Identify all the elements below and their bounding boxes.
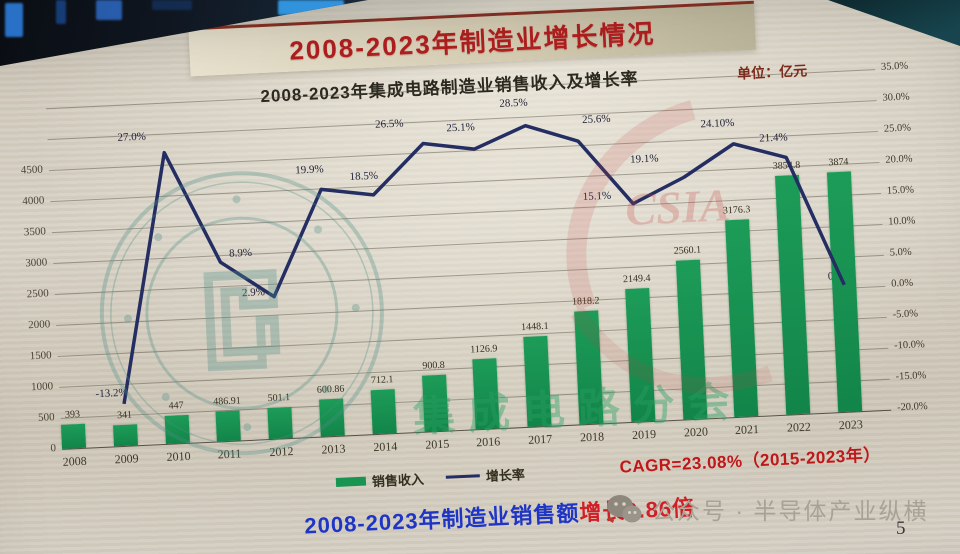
left-axis-tick: 4500 <box>20 163 44 177</box>
screen-glint-icon <box>5 3 23 37</box>
right-axis-tick: 30.0% <box>882 91 910 104</box>
bar-value-2016: 1126.9 <box>470 343 498 356</box>
left-axis-tick: 4000 <box>22 194 45 208</box>
bottom-note-red: 增长9.86倍 <box>578 495 696 526</box>
right-axis-tick: -10.0% <box>893 339 926 352</box>
legend-label-growth: 增长率 <box>485 467 526 484</box>
left-axis-tick: 2000 <box>27 318 51 332</box>
x-tick-2023: 2023 <box>838 417 864 433</box>
right-axis-tick: 15.0% <box>886 184 915 197</box>
growth-label-2010: 27.0% <box>117 130 147 144</box>
right-axis-tick: 0.0% <box>890 277 914 290</box>
csia-letters: CSIA <box>624 179 731 235</box>
left-axis-tick: 1000 <box>30 380 54 394</box>
growth-label-2016: 25.1% <box>446 121 476 135</box>
bar-2023 <box>826 171 863 413</box>
left-axis-tick: 0 <box>50 442 57 455</box>
line-swatch-icon <box>445 474 480 479</box>
bar-2008 <box>60 423 87 449</box>
association-seal-watermark-icon <box>99 171 384 456</box>
bar-swatch-icon <box>335 476 367 487</box>
csia-logo-watermark-icon: CSIA <box>566 100 773 393</box>
right-axis-tick: -15.0% <box>895 370 927 383</box>
right-axis-tick: -5.0% <box>892 308 919 321</box>
growth-label-2015: 26.5% <box>374 117 404 131</box>
right-axis-tick: -20.0% <box>896 401 928 414</box>
left-axis-tick: 1500 <box>29 349 52 363</box>
screen-glint-icon <box>56 0 66 24</box>
left-axis-tick: 3000 <box>25 256 48 270</box>
legend-label-revenue: 销售收入 <box>371 471 425 490</box>
x-tick-2008: 2008 <box>62 453 87 469</box>
bar-value-2015: 900.8 <box>422 359 446 372</box>
left-axis-tick: 3500 <box>23 225 47 239</box>
screen-glint-icon <box>96 0 122 20</box>
left-axis-tick: 2500 <box>26 287 50 301</box>
right-axis-tick: 25.0% <box>883 122 912 135</box>
right-axis-tick: 20.0% <box>885 153 913 166</box>
right-axis-tick: 5.0% <box>889 246 912 259</box>
screen-glint-icon <box>152 0 192 10</box>
bar-value-2023: 3874 <box>828 156 849 169</box>
right-axis-tick: 35.0% <box>880 60 909 73</box>
right-axis-tick: 10.0% <box>888 215 916 228</box>
legend-item-growth: 增长率 <box>445 464 525 487</box>
